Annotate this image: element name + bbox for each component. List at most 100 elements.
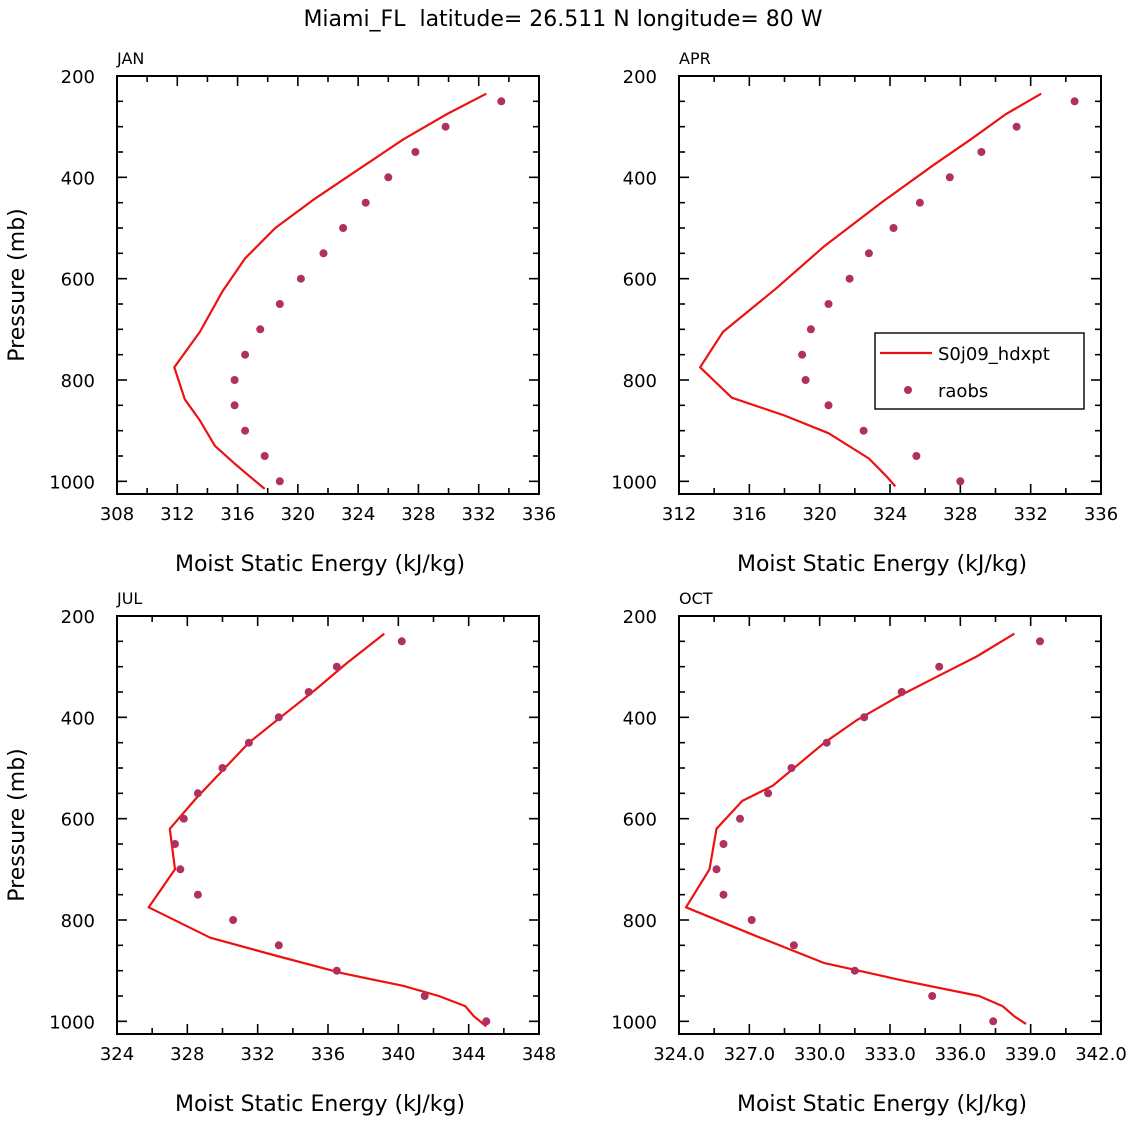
obs-point (912, 452, 921, 460)
panel-title-oct: OCT (679, 589, 713, 608)
obs-point (229, 916, 238, 924)
y-tick-label: 800 (61, 371, 95, 392)
x-tick-label: 342.0 (1075, 1044, 1127, 1065)
obs-point (824, 401, 833, 410)
obs-point (275, 300, 284, 308)
x-tick-label: 348 (522, 1044, 556, 1065)
obs-point (822, 738, 831, 747)
legend-box (874, 332, 1085, 410)
x-tick-label: 324.0 (653, 1044, 705, 1065)
obs-point (241, 426, 250, 435)
obs-point (806, 325, 815, 334)
y-tick-label: 800 (61, 911, 95, 932)
x-tick-label: 332 (1013, 504, 1047, 525)
x-axis-title: Moist Static Energy (kJ/kg) (737, 552, 1027, 577)
obs-point (889, 224, 898, 232)
obs-point (928, 992, 937, 1000)
obs-point (296, 274, 305, 283)
obs-point (850, 966, 859, 975)
legend: S0j09_hdxpt raobs (874, 332, 1085, 410)
y-tick-label: 1000 (611, 472, 657, 493)
obs-point (801, 376, 810, 384)
x-tick-label: 324 (341, 504, 375, 525)
y-tick-label: 1000 (49, 1012, 95, 1033)
obs-point (897, 688, 906, 696)
obs-point (411, 148, 420, 156)
series-line-model-oct (684, 632, 1027, 1025)
x-tick-label: 324 (873, 504, 907, 525)
obs-point (193, 890, 202, 899)
y-tick-label: 1000 (611, 1012, 657, 1033)
y-tick-label: 600 (61, 270, 95, 291)
x-axis-title: Moist Static Energy (kJ/kg) (737, 1092, 1027, 1117)
y-tick-label: 800 (623, 371, 657, 392)
x-tick-label: 328 (943, 504, 977, 525)
x-tick-label: 332 (240, 1044, 274, 1065)
obs-point (859, 426, 868, 435)
x-tick-label: 312 (160, 504, 194, 525)
x-tick-label: 320 (281, 504, 315, 525)
panel-title-apr: APR (679, 49, 711, 68)
panels: 308 312 316 320 324 328 332 336 200 400 600 800 1000… (5, 49, 1127, 1117)
x-tick-label: 308 (100, 504, 134, 525)
y-tick-label: 400 (623, 168, 657, 189)
panel-jan: 308 312 316 320 324 328 332 336 200 400 600 800 1000… (5, 49, 556, 577)
x-tick-label: 316 (220, 504, 254, 525)
obs-point (736, 814, 744, 823)
panel-oct: 324.0 327.0 330.0 333.0 336.0 339.0 342.0 200 40… (611, 589, 1127, 1117)
x-tick-label: 336 (311, 1044, 345, 1065)
y-tick-label: 400 (61, 708, 95, 729)
panel-title-jul: JUL (116, 589, 142, 608)
x-tick-label: 327.0 (724, 1044, 776, 1065)
x-tick-label: 333.0 (864, 1044, 916, 1065)
obs-point (171, 840, 179, 848)
x-axis-title: Moist Static Energy (kJ/kg) (175, 552, 465, 577)
obs-point (747, 916, 756, 924)
y-tick-label: 800 (623, 911, 657, 932)
obs-point (977, 148, 986, 156)
obs-point (956, 477, 965, 486)
y-tick-label: 200 (61, 607, 95, 628)
obs-point (274, 941, 283, 950)
obs-point (244, 738, 253, 747)
obs-point (989, 1017, 998, 1026)
obs-point (915, 198, 924, 207)
x-axis-title: Moist Static Energy (kJ/kg) (175, 1092, 465, 1117)
obs-point (218, 764, 227, 772)
obs-point (339, 224, 348, 232)
obs-point (497, 97, 506, 106)
obs-point (798, 350, 807, 359)
legend-obs-marker (904, 386, 912, 394)
x-tick-label: 316 (732, 504, 766, 525)
obs-point (712, 865, 721, 874)
y-tick-label: 600 (623, 810, 657, 831)
obs-point (945, 173, 954, 182)
obs-point (179, 814, 188, 823)
obs-point (230, 376, 239, 384)
y-tick-label: 200 (61, 67, 95, 88)
obs-point (397, 637, 406, 646)
obs-point (441, 122, 450, 131)
x-tick-label: 340 (381, 1044, 415, 1065)
obs-point (260, 452, 269, 460)
obs-point (256, 325, 265, 334)
obs-point (420, 992, 429, 1000)
obs-point (824, 300, 833, 308)
obs-point (241, 350, 250, 359)
obs-point (230, 401, 239, 410)
y-tick-label: 400 (623, 708, 657, 729)
x-tick-label: 330.0 (794, 1044, 846, 1065)
obs-point (1070, 97, 1079, 106)
panel-apr: 312 316 320 324 328 332 336 200 400 600 800 1000 APR… (611, 49, 1118, 577)
x-tick-label: 328 (401, 504, 435, 525)
x-tick-label: 324 (100, 1044, 134, 1065)
main-title: Miami_FL latitude= 26.511 N longitude= 8… (303, 7, 822, 32)
y-axis-title: Pressure (mb) (5, 208, 30, 362)
obs-point (789, 941, 798, 950)
obs-point (332, 662, 341, 671)
obs-point (860, 713, 869, 722)
x-tick-label: 339.0 (1005, 1044, 1057, 1065)
x-tick-label: 336.0 (935, 1044, 987, 1065)
legend-obs-label: raobs (938, 381, 988, 402)
